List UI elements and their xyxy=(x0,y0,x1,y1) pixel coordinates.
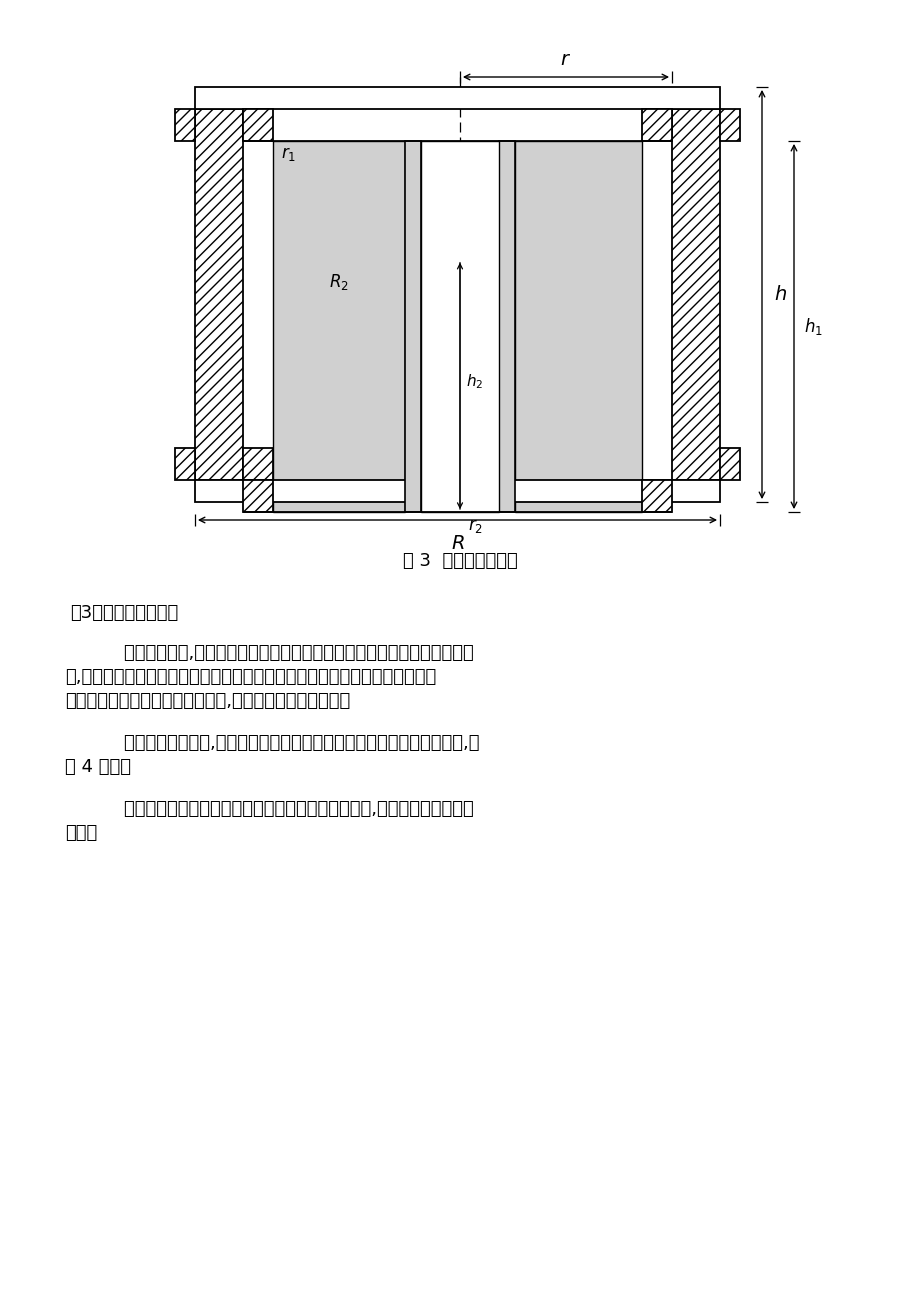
Bar xyxy=(404,141,421,512)
Bar xyxy=(515,141,641,512)
Bar xyxy=(720,448,739,480)
Bar xyxy=(195,480,720,503)
Bar xyxy=(641,109,671,141)
Text: 新型的冲压头根据营养钵体的假植孔的不同农艺要求,对冲压头进行了改进: 新型的冲压头根据营养钵体的假植孔的不同农艺要求,对冲压头进行了改进 xyxy=(101,799,473,818)
Text: $h_2$: $h_2$ xyxy=(466,372,482,392)
Bar xyxy=(243,448,273,480)
Text: 在冲压部件中,冲压头通过冲压杆上的螺纹与冲压部件中横梁的螺纹孔相联: 在冲压部件中,冲压头通过冲压杆上的螺纹与冲压部件中横梁的螺纹孔相联 xyxy=(101,644,473,661)
Text: 结,冲压部件的横梁与曲柄滑块机构铰链连接。曲柄滑块机构的曲柄转动使滑块: 结,冲压部件的横梁与曲柄滑块机构铰链连接。曲柄滑块机构的曲柄转动使滑块 xyxy=(65,668,436,686)
Text: $r$: $r$ xyxy=(560,49,571,69)
Bar xyxy=(720,109,739,141)
Bar xyxy=(671,109,720,480)
Text: $h$: $h$ xyxy=(773,285,786,303)
Text: $R_2$: $R_2$ xyxy=(329,272,348,292)
Text: 传统的冲压机构中,只是通过冲压头上一个圆锥凸台来实现假植孔的成型,如: 传统的冲压机构中,只是通过冲压头上一个圆锥凸台来实现假植孔的成型,如 xyxy=(101,734,479,753)
Bar xyxy=(175,448,195,480)
Text: $r_1$: $r_1$ xyxy=(280,145,296,163)
Text: 图 4 所示。: 图 4 所示。 xyxy=(65,758,130,776)
Bar xyxy=(273,109,641,141)
Text: 设计。: 设计。 xyxy=(65,824,97,842)
Bar xyxy=(498,141,515,512)
Bar xyxy=(273,141,404,512)
Bar xyxy=(641,480,671,512)
Bar xyxy=(421,141,498,512)
Bar xyxy=(273,109,641,141)
Bar xyxy=(243,109,273,141)
Bar xyxy=(195,87,720,109)
Bar xyxy=(273,480,641,512)
Text: $r_2$: $r_2$ xyxy=(468,517,482,535)
Text: $h_1$: $h_1$ xyxy=(803,316,822,337)
Text: $R$: $R$ xyxy=(450,534,464,553)
Bar xyxy=(243,480,273,512)
Bar xyxy=(175,109,195,141)
Bar xyxy=(195,109,243,480)
Text: 与横梁联结在一起在上下方向滑动,形成制钵机的冲压行程。: 与横梁联结在一起在上下方向滑动,形成制钵机的冲压行程。 xyxy=(65,691,350,710)
Text: （3）冲压机构的设计: （3）冲压机构的设计 xyxy=(70,604,178,622)
Text: 图 3  钵套几何模型图: 图 3 钵套几何模型图 xyxy=(403,552,516,570)
